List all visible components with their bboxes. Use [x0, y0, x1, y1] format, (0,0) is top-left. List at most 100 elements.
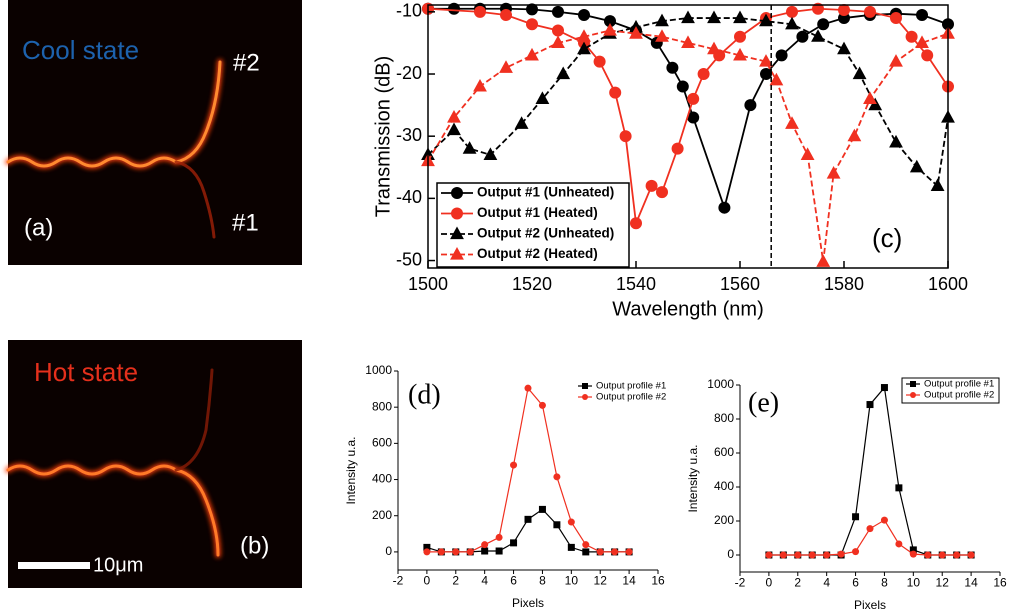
marker: [847, 128, 862, 142]
marker: [553, 521, 561, 529]
marker: [625, 548, 633, 556]
legend-marker: [450, 226, 464, 240]
y-tick-label: -10: [396, 1, 422, 21]
marker: [800, 147, 815, 160]
marker: [551, 35, 565, 49]
x-tick-label: 1580: [824, 274, 864, 294]
legend-label: Output #1 (Unheated): [477, 185, 614, 200]
x-axis-label: Wavelength (nm): [612, 298, 764, 320]
image-b: [8, 340, 302, 588]
marker: [895, 540, 903, 548]
legend-label: Output profile #1: [924, 379, 994, 390]
marker: [524, 384, 532, 392]
marker: [619, 130, 632, 143]
y-tick-label: -50: [396, 249, 422, 269]
x-tick-label: -2: [735, 576, 746, 590]
marker: [811, 29, 825, 42]
marker: [852, 66, 867, 80]
plot-area: [423, 384, 633, 556]
marker: [524, 515, 532, 523]
marker: [567, 518, 575, 526]
marker: [785, 116, 799, 129]
marker: [666, 61, 679, 74]
marker: [629, 26, 643, 39]
marker: [785, 16, 799, 30]
x-tick-label: 12: [936, 576, 950, 590]
marker: [483, 147, 498, 160]
marker: [718, 201, 731, 214]
marker: [582, 541, 590, 549]
y-axis-label: Transmission (dB): [372, 56, 394, 218]
marker: [526, 18, 538, 31]
marker: [447, 110, 461, 123]
marker: [423, 543, 431, 551]
x-tick-label: 6: [510, 574, 517, 588]
marker: [656, 186, 668, 199]
marker: [552, 5, 564, 18]
legend-marker: [451, 187, 463, 199]
marker: [466, 548, 474, 556]
marker: [437, 548, 445, 556]
y-tick-label: -30: [396, 125, 422, 145]
state-label: Cool state: [22, 35, 139, 65]
marker: [582, 548, 590, 556]
marker: [577, 41, 591, 55]
legend-label: Output profile #1: [596, 381, 666, 392]
y-tick-label: 0: [727, 547, 734, 561]
marker: [697, 68, 710, 81]
marker: [769, 72, 784, 86]
marker: [852, 513, 860, 521]
marker: [525, 47, 539, 61]
marker: [510, 539, 518, 547]
legend-label: Output #2 (Unheated): [477, 226, 614, 241]
marker: [495, 533, 503, 541]
marker: [567, 543, 575, 551]
marker: [655, 29, 669, 42]
x-tick-label: 8: [539, 574, 546, 588]
plot-area: [765, 384, 975, 559]
panel-label: (d): [408, 379, 441, 410]
x-tick-label: 2: [794, 576, 801, 590]
marker: [916, 8, 928, 21]
x-tick-label: 4: [823, 576, 830, 590]
x-axis-label: Pixels: [512, 596, 544, 610]
panel-label: (e): [748, 387, 779, 418]
y-axis-label: Intensity u.a.: [686, 444, 700, 512]
y-tick-label: 200: [372, 508, 392, 522]
y-tick-label: -20: [396, 63, 422, 83]
legend-label: Output profile #2: [924, 390, 994, 401]
x-tick-label: 4: [481, 574, 488, 588]
x-tick-label: 1540: [616, 274, 656, 294]
marker: [535, 91, 550, 104]
y-tick-label: 1000: [365, 363, 392, 377]
marker: [823, 551, 831, 559]
waveguide-b: [5, 368, 221, 558]
marker: [765, 551, 773, 559]
x-tick-label: 6: [852, 576, 859, 590]
y-tick-label: 600: [714, 445, 734, 459]
marker: [681, 10, 695, 24]
marker: [423, 548, 431, 556]
marker: [866, 525, 874, 533]
marker: [447, 122, 461, 136]
series-line: [426, 386, 630, 553]
marker: [889, 134, 903, 148]
x-tick-label: 0: [424, 574, 431, 588]
marker: [687, 111, 700, 124]
series-line: [426, 508, 630, 553]
scale-bar: [18, 562, 90, 569]
marker: [538, 401, 546, 409]
panel-label: (b): [240, 532, 269, 559]
y-tick-label: 800: [714, 411, 734, 425]
legend-marker: [582, 383, 588, 389]
waveguide-a: [5, 59, 223, 239]
marker: [837, 41, 851, 55]
marker: [889, 54, 903, 67]
marker: [495, 547, 503, 555]
marker: [915, 35, 929, 49]
marker: [593, 55, 606, 68]
marker: [863, 91, 877, 104]
marker: [577, 29, 591, 42]
x-axis-label: Pixels: [854, 598, 886, 612]
marker: [852, 548, 860, 556]
